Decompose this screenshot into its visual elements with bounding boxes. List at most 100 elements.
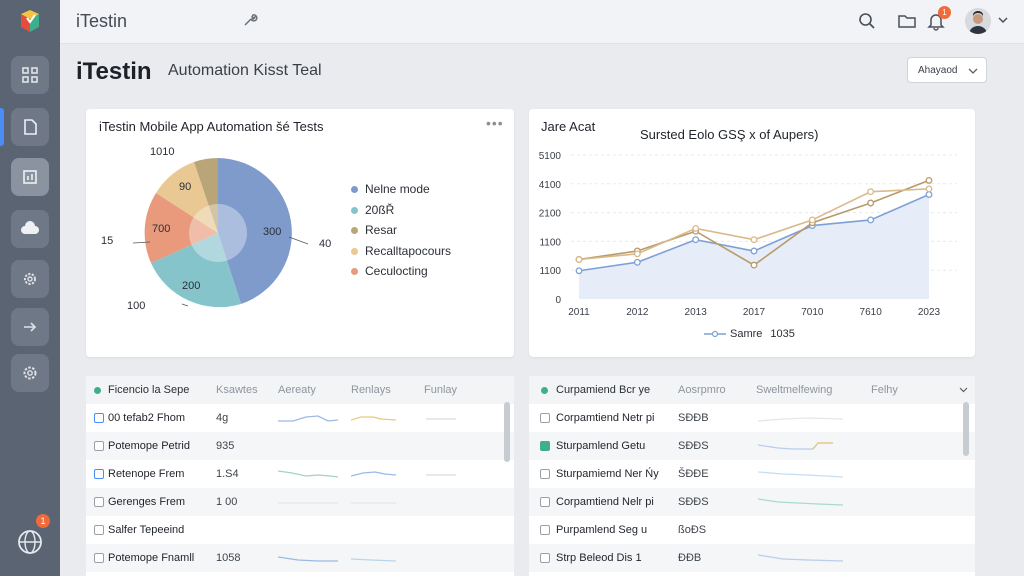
row-checkbox[interactable] — [94, 525, 104, 535]
legend-item[interactable]: 20ßŘ — [351, 203, 394, 217]
sparkline — [758, 498, 843, 506]
legend-item[interactable]: Nelne mode — [351, 182, 430, 196]
row-checkbox[interactable] — [94, 413, 104, 423]
nav-arrow[interactable] — [11, 308, 49, 346]
row-checkbox[interactable] — [540, 553, 550, 563]
row-checkbox[interactable] — [94, 497, 104, 507]
legend-item[interactable]: Resar — [351, 223, 397, 237]
avatar[interactable] — [965, 8, 991, 34]
line-card-title: Jare Acat — [541, 119, 596, 134]
nav-gear[interactable] — [11, 260, 49, 298]
y-tick-label: 1100 — [539, 237, 561, 248]
table-row[interactable]: Corpamtiend Nelr pi SÐÐS — [529, 488, 975, 516]
table-row[interactable]: Purpamlend Seg u ßoÐS — [529, 516, 975, 544]
data-point[interactable] — [867, 199, 875, 207]
table-row[interactable]: Potemope Petrid 935 — [86, 432, 514, 460]
page-subtitle: Automation Kisst Teal — [168, 62, 322, 79]
column-header[interactable]: Felhy — [871, 384, 898, 396]
data-point[interactable] — [692, 236, 700, 244]
column-header[interactable]: Ksawtes — [216, 384, 258, 396]
x-tick-label: 7610 — [860, 307, 883, 318]
data-point[interactable] — [750, 236, 758, 244]
row-checkbox[interactable] — [94, 441, 104, 451]
y-tick-label: 5100 — [539, 151, 562, 162]
row-name: Retenope Frem — [108, 468, 185, 480]
data-point[interactable] — [633, 250, 641, 258]
table-row[interactable]: 00 tefab2 Fhom 4g — [86, 404, 514, 432]
column-header[interactable]: Aosrpmro — [678, 384, 726, 396]
pie-slice-resar[interactable] — [194, 158, 218, 233]
column-header[interactable]: Ficencio la Sepe — [108, 384, 190, 396]
nav-grid[interactable] — [11, 56, 49, 94]
data-point[interactable] — [925, 185, 933, 193]
column-header[interactable]: Sweltmelfewing — [756, 384, 833, 396]
data-point[interactable] — [750, 261, 758, 269]
row-value: SÐÐS — [678, 496, 709, 508]
pie-slice-recall[interactable] — [156, 162, 218, 233]
sidebar: 1 — [0, 0, 60, 576]
row-value: 935 — [216, 440, 235, 452]
table-left: Ficencio la Sepe Ksawtes Aereaty Renlays… — [86, 376, 514, 576]
data-point[interactable] — [867, 216, 875, 224]
cloud-icon — [21, 221, 39, 234]
table-row[interactable]: Corpamtiend Netr pi SÐÐB — [529, 404, 975, 432]
app-logo-icon[interactable] — [18, 10, 42, 34]
legend-dot — [351, 247, 358, 255]
row-checkbox[interactable] — [94, 553, 104, 563]
legend-item[interactable]: Ceculocting — [351, 264, 428, 278]
row-name: Sturpamiemd Ner Ńy — [556, 468, 659, 480]
table-row[interactable]: Strp Beleod Dis 1 ÐÐB — [529, 544, 975, 572]
nav-cloud[interactable] — [11, 210, 49, 248]
data-point[interactable] — [750, 247, 758, 255]
row-checkbox[interactable] — [94, 469, 104, 479]
row-checkbox[interactable] — [540, 441, 550, 451]
row-name: Sturpamlend Getu — [556, 440, 646, 452]
line-legend[interactable]: Samre 1035 — [704, 328, 795, 340]
table-row[interactable]: Sturpamlend Getu SÐÐS — [529, 432, 975, 460]
x-tick-label: 2017 — [743, 307, 766, 318]
wrench-icon[interactable] — [242, 12, 258, 28]
chevron-down-icon[interactable] — [997, 14, 1009, 26]
row-checkbox[interactable] — [540, 525, 550, 535]
table-row[interactable]: Potemope Fnamll 1058 — [86, 544, 514, 572]
nav-bar-chart[interactable] — [11, 158, 49, 196]
scrollbar[interactable] — [963, 402, 969, 456]
data-point[interactable] — [575, 267, 583, 275]
app-name: iTestin — [76, 11, 128, 31]
row-checkbox[interactable] — [540, 413, 550, 423]
column-header[interactable]: Renlays — [351, 384, 391, 396]
nav-settings[interactable] — [11, 354, 49, 392]
row-name: Corpamtiend Netr pi — [556, 412, 655, 424]
table-row[interactable]: Retenope Frem 1.S4 — [86, 460, 514, 488]
data-point[interactable] — [633, 258, 641, 266]
row-value: ŠÐÐE — [678, 468, 709, 480]
column-header[interactable]: Funlay — [424, 384, 458, 396]
data-point[interactable] — [808, 216, 816, 224]
row-checkbox[interactable] — [540, 497, 550, 507]
view-dropdown[interactable]: Ahayaod — [907, 57, 987, 83]
column-header[interactable]: Aereaty — [278, 384, 316, 396]
row-name: 00 tefab2 Fhom — [108, 412, 186, 424]
scrollbar[interactable] — [504, 402, 510, 462]
pie-slice-calc[interactable] — [144, 193, 218, 263]
column-header[interactable]: Curpamiend Bcr ye — [556, 384, 651, 396]
chevron-down-icon[interactable] — [959, 385, 968, 394]
data-point[interactable] — [867, 188, 875, 196]
legend-item[interactable]: Recalltapocours — [351, 244, 451, 258]
table-row[interactable]: Sturpamiemd Ner Ńy ŠÐÐE — [529, 460, 975, 488]
pie-slice-2[interactable] — [151, 233, 241, 308]
table-row[interactable]: Gerenges Frem 1 00 — [86, 488, 514, 516]
data-point[interactable] — [925, 191, 933, 198]
card-menu-icon[interactable]: ••• — [486, 115, 504, 131]
table-row[interactable]: Salfer Tepeeind — [86, 516, 514, 544]
line-chart: 0 1100 1100 2100 4100 5100 2011 2012 2013 2017 701… — [539, 151, 957, 318]
search-icon[interactable] — [857, 11, 877, 31]
folder-icon[interactable] — [897, 11, 917, 31]
globe-icon[interactable] — [16, 528, 44, 556]
pie-slice-mode[interactable] — [218, 158, 292, 304]
data-point[interactable] — [925, 176, 933, 184]
row-checkbox[interactable] — [540, 469, 550, 479]
data-point[interactable] — [692, 224, 700, 232]
data-point[interactable] — [575, 256, 583, 263]
nav-document[interactable] — [11, 108, 49, 146]
